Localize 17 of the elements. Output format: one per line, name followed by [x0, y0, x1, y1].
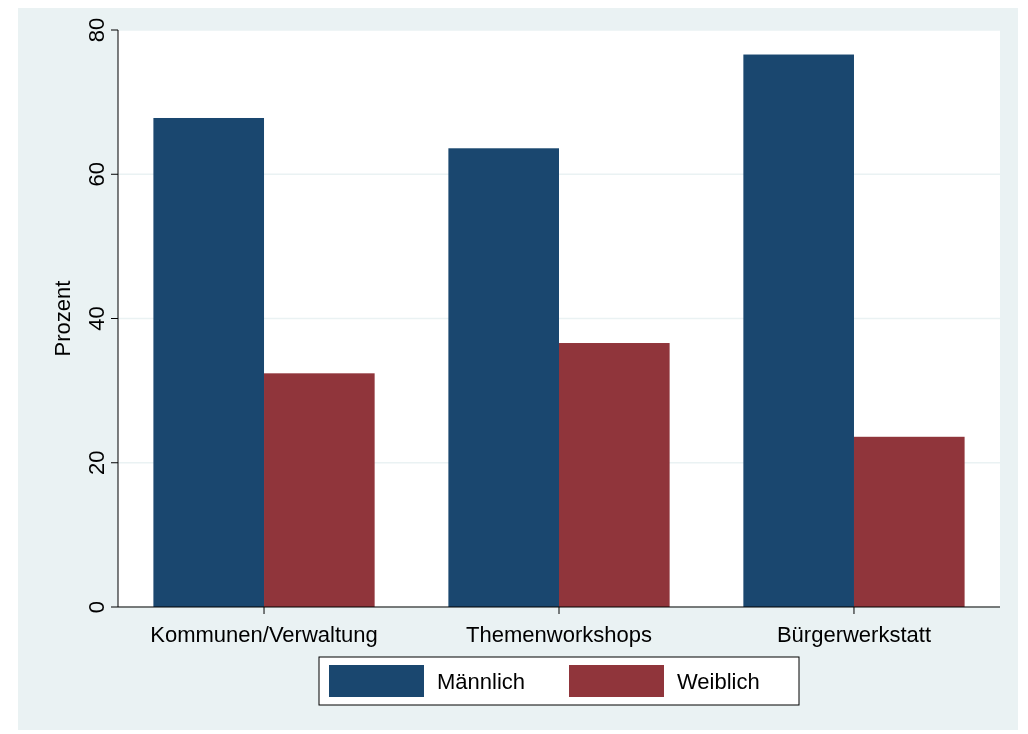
bar — [153, 117, 265, 607]
bar — [853, 436, 965, 607]
bar — [559, 343, 670, 607]
y-tick-label: 0 — [84, 600, 109, 614]
y-tick-label: 80 — [84, 17, 109, 43]
y-axis-title: Prozent — [50, 280, 75, 357]
y-tick-label: 60 — [84, 162, 109, 187]
legend-label: Weiblich — [677, 669, 760, 694]
x-tick-label: Bürgerwerkstatt — [776, 622, 932, 647]
bar — [743, 54, 854, 607]
x-tick-label: Themenworkshops — [466, 622, 652, 647]
y-tick-label: 40 — [84, 306, 109, 331]
y-tick-label: 20 — [84, 450, 109, 475]
bar — [264, 373, 375, 607]
legend-label: Männlich — [437, 669, 526, 694]
bar — [448, 148, 559, 607]
x-tick-label: Kommunen/Verwaltung — [150, 622, 378, 647]
